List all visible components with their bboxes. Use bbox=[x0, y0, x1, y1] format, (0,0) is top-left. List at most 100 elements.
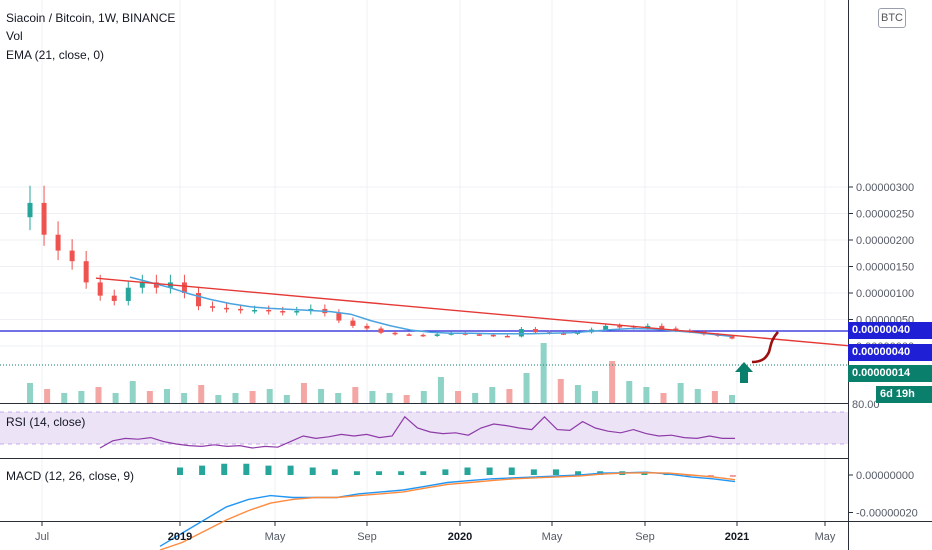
candle-body bbox=[476, 334, 482, 336]
candle-body bbox=[280, 311, 286, 313]
price-tag-countdown: 6d 19h bbox=[876, 386, 932, 403]
candle-body bbox=[69, 250, 75, 262]
ema-line bbox=[129, 276, 733, 338]
candle-body bbox=[603, 325, 609, 330]
volume-bar bbox=[386, 393, 393, 403]
volume-bar bbox=[660, 393, 667, 403]
volume-bar bbox=[300, 383, 307, 403]
volume-bar bbox=[163, 389, 170, 403]
macd-hist-bar bbox=[552, 469, 559, 475]
macd-hist-bar bbox=[199, 465, 206, 475]
time-tick-label: 2019 bbox=[168, 531, 192, 543]
rsi-band bbox=[0, 412, 848, 444]
up-arrow-icon bbox=[735, 362, 753, 383]
candle-body bbox=[364, 325, 370, 329]
rsi-legend[interactable]: RSI (14, close) bbox=[6, 415, 86, 429]
candle-body bbox=[350, 320, 356, 326]
volume-bar bbox=[266, 389, 273, 403]
candle-body bbox=[181, 282, 187, 293]
candle-body bbox=[434, 334, 440, 336]
price-tag-level-2: 0.00000040 bbox=[848, 344, 932, 361]
ema-legend[interactable]: EMA (21, close, 0) bbox=[6, 48, 105, 62]
time-tick-label: 2021 bbox=[725, 531, 749, 543]
volume-bar bbox=[403, 395, 410, 403]
volume-bar bbox=[677, 383, 684, 403]
macd-hist-bar bbox=[376, 471, 383, 475]
time-tick-label: May bbox=[265, 531, 286, 543]
macd-tick-label: 0.00000000 bbox=[856, 470, 914, 482]
price-tag-current: 0.00000014 bbox=[848, 365, 932, 382]
macd-axis: 0.00000000 -0.00000020 bbox=[848, 470, 918, 520]
volume-bar bbox=[232, 393, 239, 403]
macd-hist-bar bbox=[243, 463, 250, 475]
volume-bar bbox=[146, 391, 153, 403]
volume-bar bbox=[609, 361, 616, 403]
time-tick-label: May bbox=[542, 531, 563, 543]
volume-bar bbox=[318, 389, 325, 403]
candle-body bbox=[27, 202, 33, 218]
macd-hist-bar bbox=[486, 467, 493, 475]
price-tick-label: 0.00000100 bbox=[856, 288, 914, 300]
candle-body bbox=[83, 261, 89, 283]
macd-pane bbox=[159, 463, 736, 550]
candle-body bbox=[392, 332, 398, 335]
macd-legend[interactable]: MACD (12, 26, close, 9) bbox=[6, 469, 135, 483]
candle-body bbox=[406, 334, 412, 336]
candle-body bbox=[561, 333, 567, 335]
volume-bar bbox=[472, 393, 479, 403]
volume-bar bbox=[694, 389, 701, 403]
candle-body bbox=[659, 325, 665, 329]
macd-hist-bar bbox=[221, 463, 228, 475]
descending-trendline bbox=[95, 277, 849, 347]
volume-bar bbox=[215, 395, 222, 403]
macd-hist-bar bbox=[287, 465, 294, 475]
vol-legend[interactable]: Vol bbox=[6, 29, 23, 43]
price-tick-label: 0.00000300 bbox=[856, 182, 914, 194]
rsi-line bbox=[99, 415, 735, 449]
candle-body bbox=[266, 309, 272, 312]
volume-bar bbox=[711, 391, 718, 403]
candle-body bbox=[617, 325, 623, 328]
macd-hist-bar bbox=[508, 467, 515, 475]
volume-bar bbox=[574, 385, 581, 403]
projected-path bbox=[751, 331, 779, 364]
rsi-pane bbox=[99, 415, 735, 449]
price-tag-level: 0.00000040 bbox=[848, 322, 932, 339]
candle-body bbox=[729, 335, 735, 339]
volume-bar bbox=[78, 391, 85, 403]
candle-body bbox=[153, 282, 159, 288]
time-axis[interactable]: Jul 2019 May Sep 2020 May Sep 2021 May bbox=[35, 521, 836, 543]
macd-tick-label: -0.00000020 bbox=[856, 508, 918, 520]
candle-body bbox=[490, 334, 496, 337]
volume-bars bbox=[27, 343, 735, 403]
candle-body bbox=[645, 325, 651, 328]
time-tick-label: Sep bbox=[357, 531, 377, 543]
volume-bar bbox=[489, 387, 496, 403]
volume-bar bbox=[129, 381, 136, 403]
macd-hist-bar bbox=[331, 469, 338, 475]
volume-bar bbox=[283, 395, 290, 403]
symbol-title[interactable]: Siacoin / Bitcoin, 1W, BINANCE bbox=[6, 11, 176, 25]
volume-bar bbox=[369, 391, 376, 403]
volume-bar bbox=[506, 389, 513, 403]
volume-bar bbox=[112, 393, 119, 403]
currency-badge[interactable]: BTC bbox=[878, 8, 906, 28]
macd-hist-bar bbox=[398, 471, 405, 475]
macd-hist-bar bbox=[464, 467, 471, 475]
volume-bar bbox=[181, 393, 188, 403]
candle-body bbox=[41, 202, 47, 235]
candle-body bbox=[518, 329, 524, 337]
candle-body bbox=[504, 335, 510, 338]
candle-body bbox=[195, 293, 201, 307]
volume-bar bbox=[352, 387, 359, 403]
signal-line bbox=[159, 472, 736, 550]
rsi-axis-label: 80.00 bbox=[852, 399, 880, 411]
time-tick-label: 2020 bbox=[448, 531, 472, 543]
macd-hist-bar bbox=[707, 475, 714, 477]
macd-hist-bar bbox=[309, 467, 316, 475]
macd-hist-bar bbox=[575, 471, 582, 475]
price-tick-label: 0.00000200 bbox=[856, 235, 914, 247]
candle-body bbox=[294, 311, 300, 313]
candle-body bbox=[420, 334, 426, 337]
